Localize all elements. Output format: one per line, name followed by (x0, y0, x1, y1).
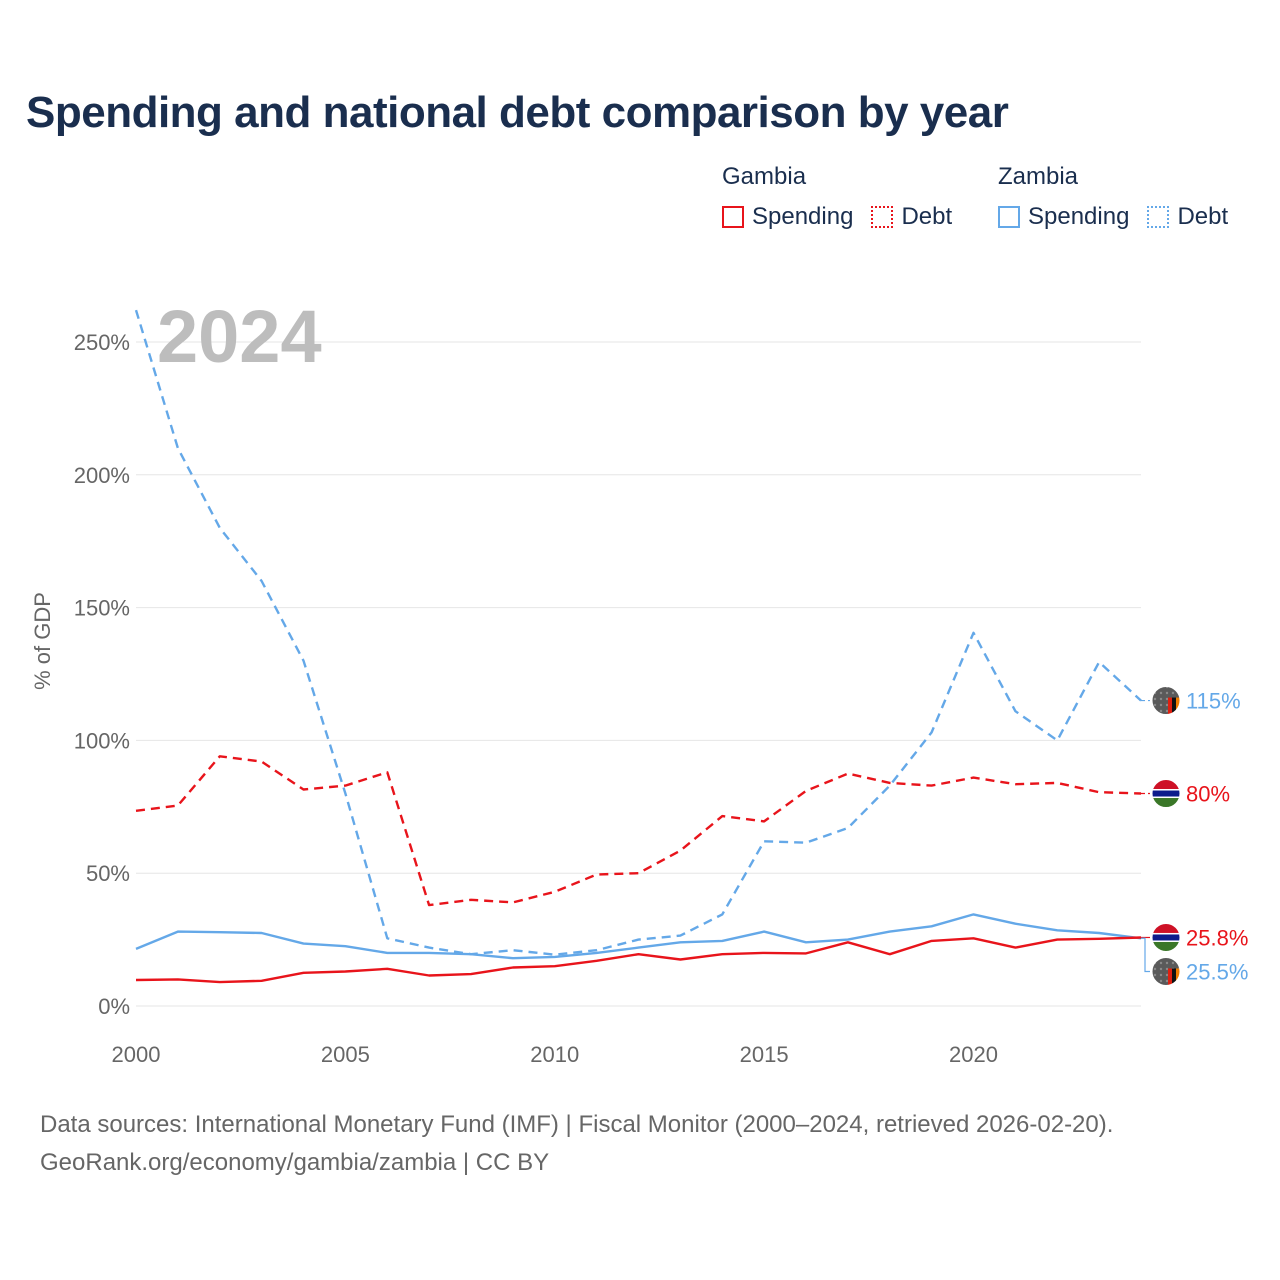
legend-label-zambia-spending: Spending (1028, 203, 1130, 230)
legend-country-zambia: Zambia (998, 163, 1079, 190)
end-value-label: 25.8% (1186, 925, 1248, 950)
gambia-flag-icon (1151, 779, 1181, 809)
legend-swatch-gambia-debt (871, 206, 894, 228)
attribution-link[interactable]: GeoRank.org/economy/gambia/zambia | CC B… (40, 1149, 550, 1176)
y-tick-label: 0% (98, 994, 130, 1019)
legend-swatch-zambia-debt (1147, 206, 1170, 228)
legend-group-gambia: Gambia Spending Debt (722, 163, 952, 231)
gambia-flag-icon (1151, 922, 1181, 952)
legend-item-gambia-debt[interactable]: Debt (871, 203, 952, 231)
x-tick-label: 2005 (321, 1042, 370, 1067)
legend-swatch-gambia-spending (722, 206, 744, 228)
y-tick-label: 250% (74, 330, 130, 355)
y-tick-label: 100% (74, 728, 130, 753)
legend-swatch-zambia-spending (998, 206, 1020, 228)
legend-label-gambia-debt: Debt (901, 203, 953, 230)
end-value-label: 115% (1186, 689, 1241, 714)
y-axis-label: % of GDP (30, 592, 55, 690)
end-connector (1141, 937, 1150, 973)
series-line-zambia-debt[interactable] (134, 309, 1142, 956)
zambia-flag-icon (1151, 956, 1181, 986)
footer: Data sources: International Monetary Fun… (40, 1106, 1113, 1182)
x-tick-label: 2000 (112, 1042, 161, 1067)
y-tick-label: 50% (86, 861, 130, 886)
legend-country-gambia: Gambia (722, 163, 807, 190)
legend-label-gambia-spending: Spending (752, 203, 854, 230)
year-watermark: 2024 (157, 295, 322, 378)
zambia-flag-icon (1151, 686, 1181, 716)
legend-group-zambia: Zambia Spending Debt (998, 163, 1228, 231)
y-tick-label: 200% (74, 463, 130, 488)
series-line-gambia-spending[interactable] (135, 936, 1142, 984)
x-tick-label: 2015 (740, 1042, 789, 1067)
end-value-label: 80% (1186, 782, 1230, 807)
y-tick-label: 150% (74, 596, 130, 621)
legend-item-zambia-debt[interactable]: Debt (1147, 203, 1228, 231)
series-line-zambia-spending[interactable] (135, 913, 1142, 960)
series-line-gambia-debt[interactable] (135, 755, 1142, 907)
data-sources: Data sources: International Monetary Fun… (40, 1111, 1114, 1138)
legend-item-zambia-spending[interactable]: Spending (998, 203, 1129, 231)
legend-label-zambia-debt: Debt (1177, 203, 1229, 230)
x-tick-label: 2020 (949, 1042, 998, 1067)
chart-title: Spending and national debt comparison by… (26, 88, 1009, 137)
end-value-label: 25.5% (1186, 959, 1248, 984)
legend-item-gambia-spending[interactable]: Spending (722, 203, 853, 231)
x-tick-label: 2010 (530, 1042, 579, 1067)
